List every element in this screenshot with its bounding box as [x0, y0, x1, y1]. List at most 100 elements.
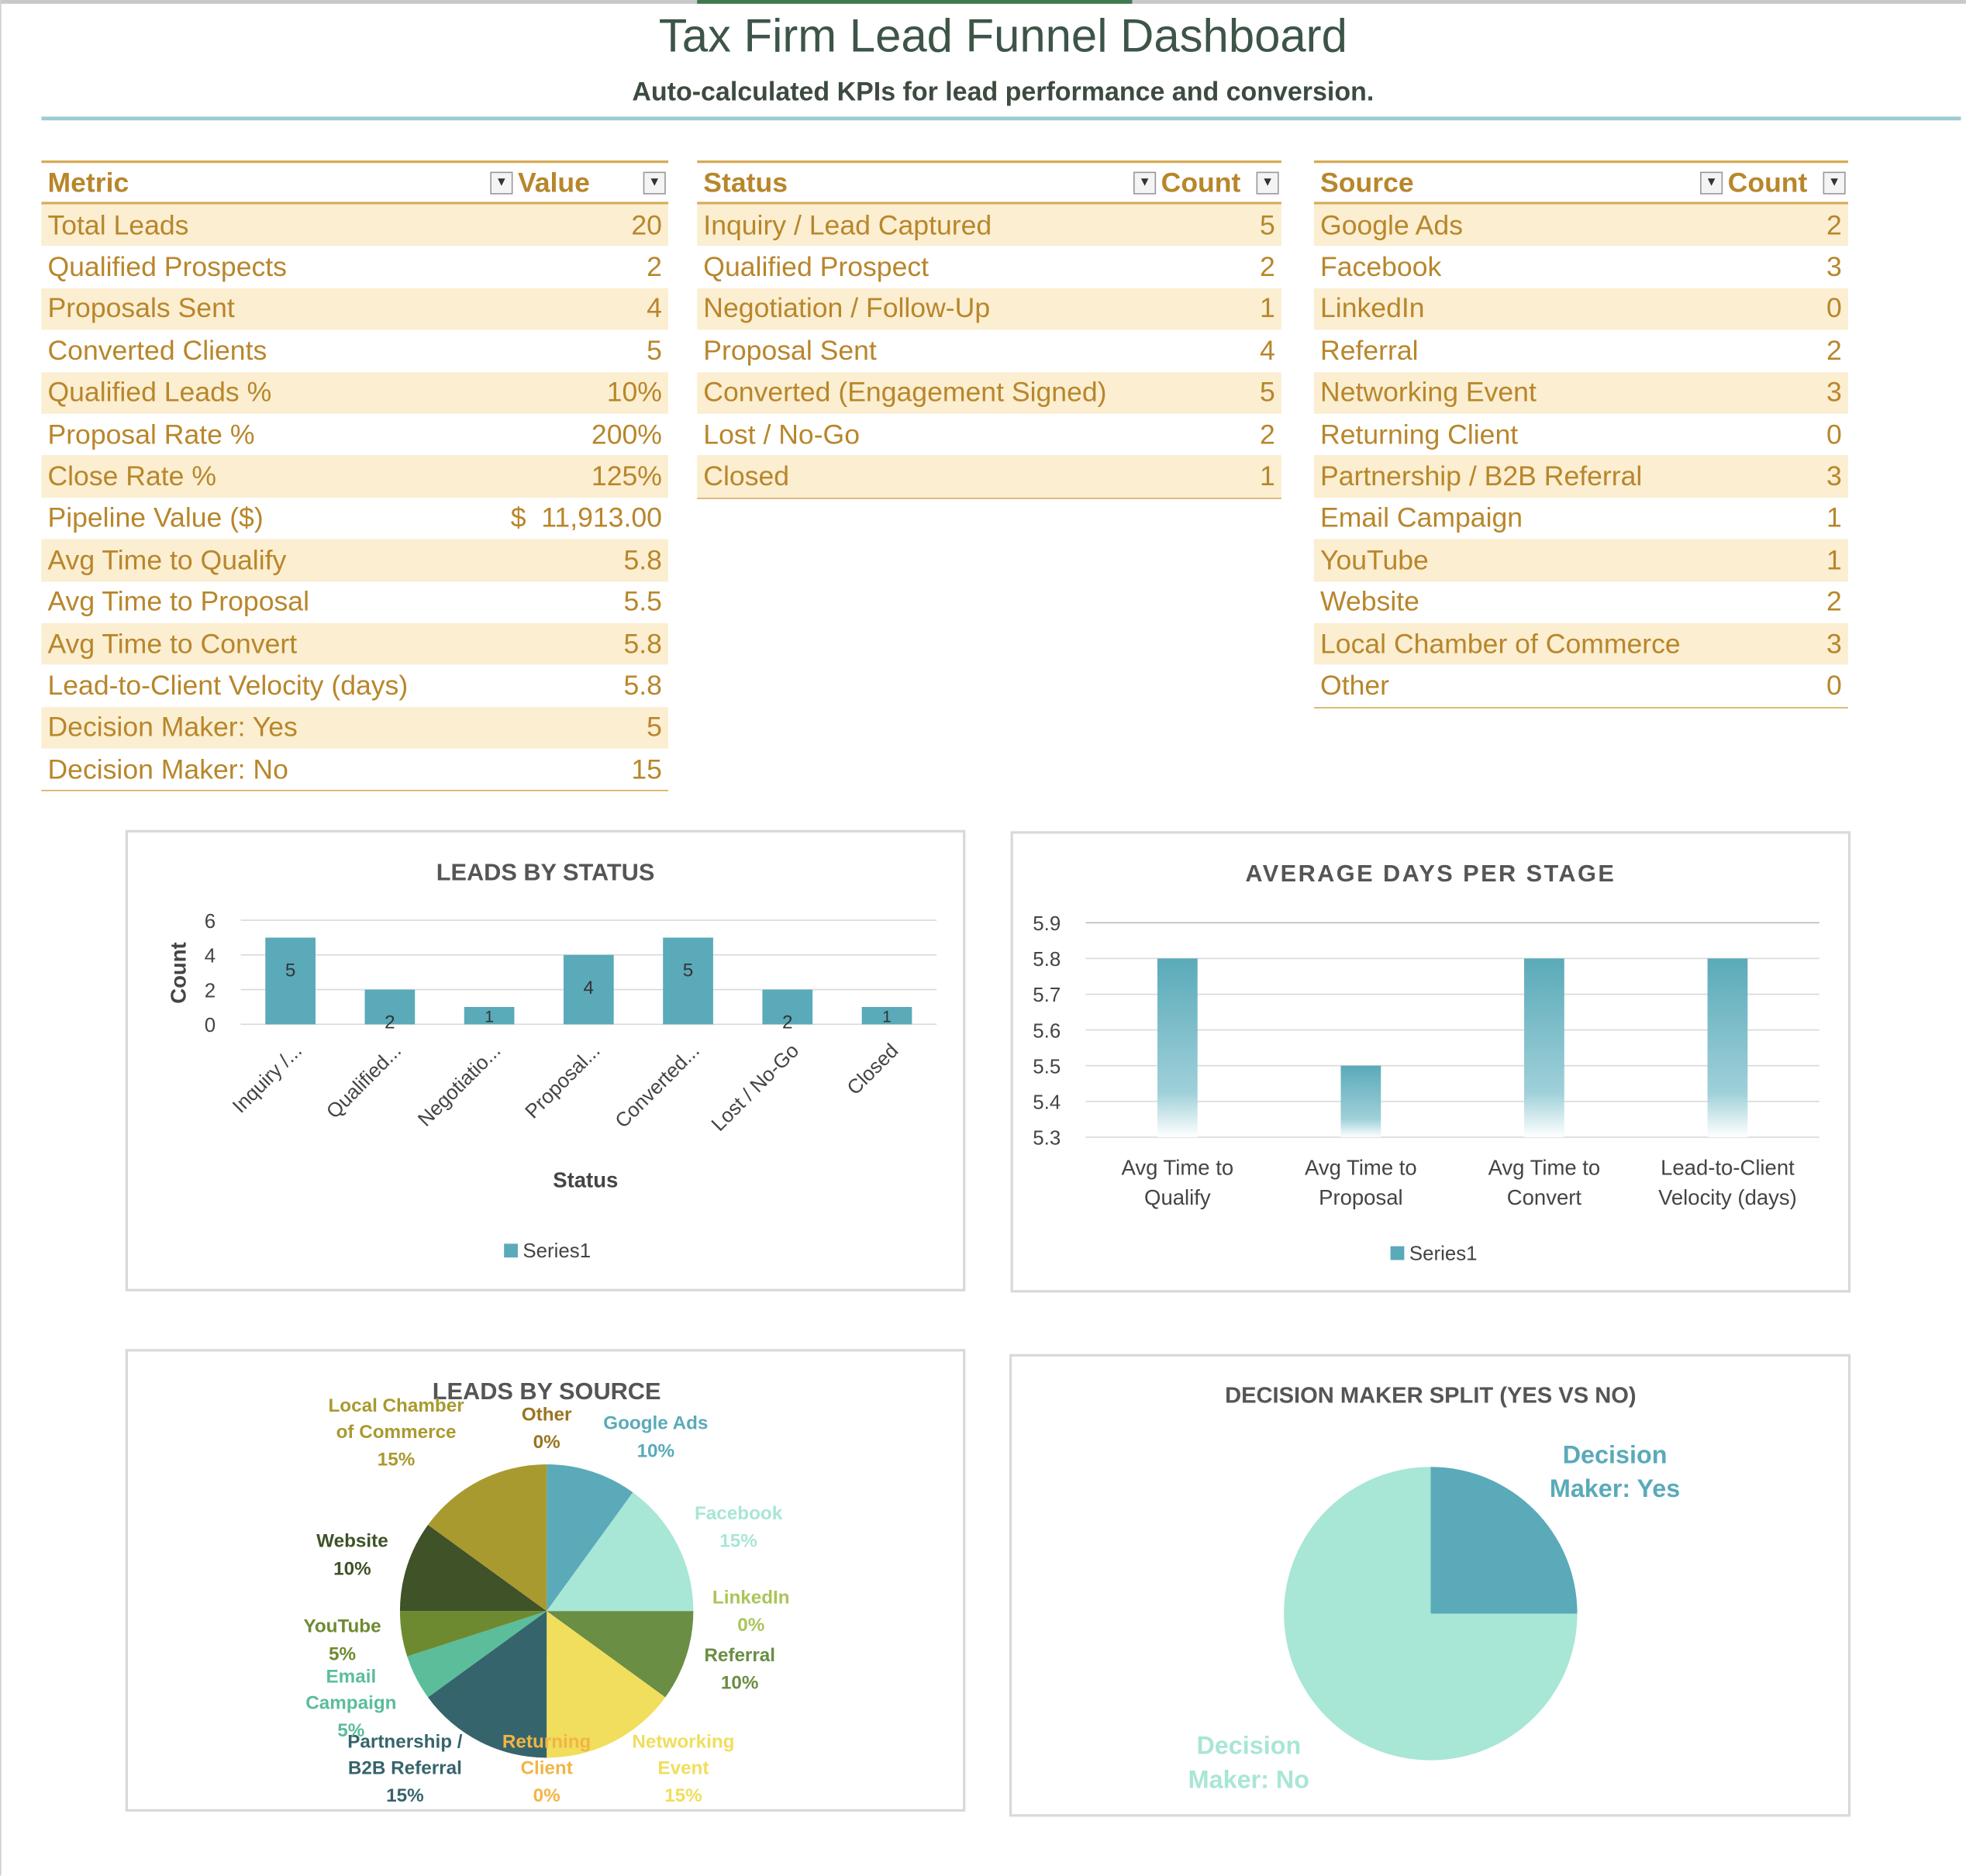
data-label: Facebook — [695, 1503, 783, 1524]
data-label: YouTube — [303, 1616, 381, 1637]
chart-title: DECISION MAKER SPLIT (YES VS NO) — [1225, 1384, 1637, 1409]
row-label: Networking Event — [1320, 376, 1537, 409]
decision-maker-chart[interactable]: DECISION MAKER SPLIT (YES VS NO) Decision… — [1009, 1354, 1851, 1817]
row-value: 2 — [1826, 334, 1842, 367]
table-row[interactable]: Proposal Rate % 200% — [41, 414, 668, 456]
leads-by-source-svg: LEADS BY SOURCE Google Ads 10% Facebook 15% L… — [303, 1378, 790, 1806]
column-header-metric: Metric — [47, 166, 129, 198]
table-header-row: Source ▼ Count ▼ — [1313, 163, 1848, 205]
row-value: 3 — [1826, 250, 1842, 283]
pie-slice — [547, 1464, 633, 1612]
row-value: 3 — [1826, 376, 1842, 409]
x-tick-label: Avg Time to — [1122, 1155, 1234, 1179]
table-row[interactable]: Converted Clients 5 — [41, 330, 668, 372]
bar — [1707, 958, 1748, 1137]
table-row[interactable]: Email Campaign 1 — [1314, 498, 1848, 540]
table-header-row: Metric ▼ Value ▼ — [41, 163, 669, 205]
table-row[interactable]: Partnership / B2B Referral 3 — [1313, 455, 1848, 498]
row-value: 15 — [631, 753, 662, 785]
x-tick-label: Inquiry /... — [229, 1040, 306, 1117]
data-label: Website — [316, 1531, 388, 1552]
row-label: Email Campaign — [1320, 502, 1523, 534]
table-row[interactable]: Qualified Leads % 10% — [41, 371, 669, 414]
bar — [1340, 1065, 1381, 1137]
table-row[interactable]: Google Ads 2 — [1313, 204, 1848, 247]
table-row[interactable]: Referral 2 — [1314, 330, 1848, 372]
row-value: 1 — [1826, 543, 1842, 576]
row-label: Avg Time to Qualify — [47, 543, 287, 576]
table-row[interactable]: YouTube 1 — [1313, 539, 1848, 581]
row-label: Returning Client — [1320, 418, 1519, 450]
table-row[interactable]: Lost / No-Go 2 — [697, 414, 1281, 456]
table-row[interactable]: Avg Time to Qualify 5.8 — [41, 539, 669, 581]
table-row[interactable]: Networking Event 3 — [1313, 371, 1848, 414]
table-row[interactable]: Returning Client 0 — [1314, 414, 1848, 456]
table-row[interactable]: Website 2 — [1314, 581, 1848, 623]
table-row[interactable]: Converted (Engagement Signed) 5 — [697, 371, 1281, 414]
pie-slice — [547, 1611, 694, 1698]
data-label-percent: 15% — [378, 1450, 416, 1471]
average-days-chart[interactable]: AVERAGE DAYS PER STAGE 5.3 5.4 5.5 5.6 5.7 5.8… — [1010, 831, 1851, 1293]
leads-by-source-chart[interactable]: LEADS BY SOURCE Google Ads 10% Facebook 15% L… — [125, 1349, 966, 1812]
row-value: 125% — [591, 460, 662, 492]
table-row[interactable]: Close Rate % 125% — [41, 455, 669, 498]
row-label: Qualified Prospect — [703, 250, 930, 283]
table-row[interactable]: Facebook 3 — [1314, 247, 1848, 288]
table-row[interactable]: Qualified Prospect 2 — [697, 247, 1281, 288]
table-row[interactable]: Local Chamber of Commerce 3 — [1313, 622, 1848, 665]
table-row[interactable]: Other 0 — [1314, 665, 1848, 707]
table-row[interactable]: Decision Maker: No 15 — [41, 749, 668, 791]
filter-dropdown-button[interactable]: ▼ — [1823, 171, 1846, 194]
table-row[interactable]: Proposal Sent 4 — [697, 330, 1281, 372]
legend-swatch — [1390, 1246, 1405, 1260]
row-value: 1 — [1259, 460, 1275, 492]
row-value: 0 — [1826, 292, 1842, 325]
row-label: Website — [1320, 585, 1419, 618]
y-tick-label: 4 — [205, 946, 216, 967]
x-tick-label: Velocity (days) — [1658, 1185, 1797, 1209]
table-row[interactable]: Qualified Prospects 2 — [41, 247, 668, 288]
filter-dropdown-button[interactable]: ▼ — [1256, 171, 1279, 194]
page-subtitle: Auto-calculated KPIs for lead performanc… — [632, 78, 1374, 107]
table-row[interactable]: LinkedIn 0 — [1313, 288, 1848, 330]
table-row[interactable]: Avg Time to Proposal 5.5 — [41, 581, 668, 623]
y-tick-label: 5.5 — [1033, 1056, 1061, 1078]
table-row[interactable]: Proposals Sent 4 — [41, 288, 669, 330]
data-label: Partnership / — [347, 1732, 462, 1753]
pie-slice — [547, 1492, 694, 1612]
filter-dropdown-button[interactable]: ▼ — [1700, 171, 1723, 194]
row-value: 3 — [1826, 460, 1842, 492]
x-tick-label: Convert — [1507, 1185, 1582, 1209]
row-label: Decision Maker: No — [47, 753, 288, 785]
row-value: $ 11,913.00 — [510, 502, 662, 534]
filter-dropdown-button[interactable]: ▼ — [643, 171, 666, 194]
leads-by-status-chart[interactable]: LEADS BY STATUS 0 2 4 6 Count 5 Inquiry /... 2 Qu… — [125, 829, 966, 1291]
bar — [1157, 958, 1198, 1137]
y-tick-label: 5.9 — [1033, 913, 1061, 935]
y-tick-label: 5.3 — [1033, 1128, 1061, 1150]
table-row[interactable]: Lead-to-Client Velocity (days) 5.8 — [41, 665, 668, 707]
data-label: Campaign — [305, 1692, 396, 1713]
table-row[interactable]: Inquiry / Lead Captured 5 — [697, 204, 1281, 247]
table-row[interactable]: Decision Maker: Yes 5 — [41, 706, 669, 749]
x-tick-label: Proposal — [1319, 1185, 1402, 1209]
table-row[interactable]: Negotiation / Follow-Up 1 — [697, 288, 1281, 330]
data-label-percent: 10% — [637, 1440, 675, 1461]
table-row[interactable]: Avg Time to Convert 5.8 — [41, 622, 669, 665]
row-label: Qualified Leads % — [47, 376, 272, 409]
filter-dropdown-button[interactable]: ▼ — [1133, 171, 1157, 194]
filter-dropdown-button[interactable]: ▼ — [490, 171, 513, 194]
data-label: LinkedIn — [712, 1588, 790, 1609]
table-row[interactable]: Pipeline Value ($) $ 11,913.00 — [41, 498, 668, 540]
data-label-percent: 0% — [533, 1785, 560, 1806]
data-label: Maker: No — [1188, 1765, 1309, 1793]
x-tick-label: Avg Time to — [1488, 1155, 1601, 1179]
row-value: 0 — [1826, 669, 1842, 702]
table-row[interactable]: Total Leads 20 — [41, 204, 669, 247]
data-label: Networking — [632, 1732, 734, 1753]
table-row[interactable]: Closed 1 — [697, 455, 1281, 498]
pie-slice — [1284, 1467, 1578, 1760]
row-value: 4 — [1259, 334, 1275, 367]
data-label-percent: 15% — [664, 1785, 702, 1806]
selected-column-indicator — [697, 0, 1133, 4]
